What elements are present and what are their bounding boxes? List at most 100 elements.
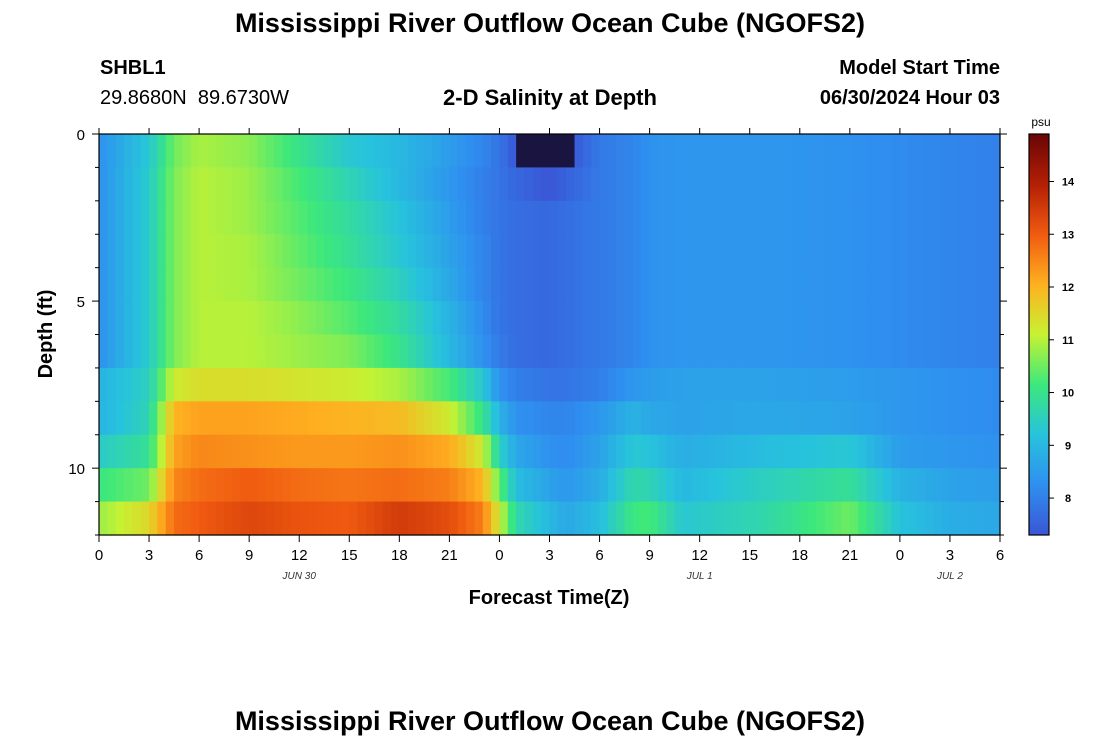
- heatmap-cell: [115, 501, 125, 536]
- heatmap-cell: [591, 234, 601, 269]
- heatmap-cell: [382, 267, 392, 302]
- heatmap-cell: [340, 267, 350, 302]
- heatmap-cell: [274, 501, 284, 536]
- heatmap-cell: [632, 468, 642, 503]
- heatmap-cell: [124, 134, 133, 169]
- heatmap-cell: [424, 200, 434, 235]
- heatmap-cell: [974, 434, 984, 469]
- heatmap-cell: [641, 200, 651, 235]
- heatmap-cell: [641, 167, 651, 202]
- heatmap-cell: [132, 234, 142, 269]
- heatmap-cell: [140, 334, 150, 369]
- heatmap-cell: [582, 301, 592, 336]
- heatmap-cell: [933, 468, 943, 503]
- heatmap-cell: [516, 501, 526, 536]
- heatmap-cell: [816, 167, 826, 202]
- heatmap-cell: [482, 468, 492, 503]
- heatmap-cell: [407, 334, 417, 369]
- heatmap-cell: [641, 367, 651, 402]
- heatmap-cell: [824, 134, 834, 169]
- heatmap-cell: [224, 501, 234, 536]
- heatmap-cell: [441, 468, 450, 503]
- heatmap-cell: [557, 134, 567, 169]
- heatmap-cell: [566, 301, 576, 336]
- heatmap-cell: [966, 334, 976, 369]
- heatmap-cell: [107, 401, 117, 436]
- heatmap-cell: [466, 200, 476, 235]
- heatmap-cell: [883, 200, 893, 235]
- heatmap-cell: [574, 367, 584, 402]
- heatmap-cell: [966, 501, 976, 536]
- heatmap-cell: [140, 167, 150, 202]
- heatmap-cell: [99, 301, 108, 336]
- heatmap-cell: [616, 501, 626, 536]
- heatmap-cell: [749, 267, 759, 302]
- heatmap-cell: [749, 434, 759, 469]
- heatmap-cell: [866, 134, 876, 169]
- heatmap-cell: [824, 200, 834, 235]
- heatmap-cell: [532, 468, 542, 503]
- x-tick-label: 18: [791, 547, 808, 564]
- heatmap-cell: [549, 267, 559, 302]
- heatmap-cell: [883, 501, 893, 536]
- heatmap-cell: [616, 200, 626, 235]
- heatmap-cell: [949, 434, 959, 469]
- heatmap-cell: [324, 468, 334, 503]
- heatmap-cell: [124, 434, 133, 469]
- heatmap-cell: [649, 501, 659, 536]
- heatmap-cell: [816, 134, 826, 169]
- footer-title: Mississippi River Outflow Ocean Cube (NG…: [234, 706, 866, 736]
- heatmap-cell: [574, 200, 584, 235]
- heatmap-cell: [149, 167, 158, 202]
- heatmap-cell: [424, 167, 434, 202]
- heatmap-cell: [783, 501, 793, 536]
- heatmap-cell: [374, 401, 384, 436]
- heatmap-cell: [899, 434, 909, 469]
- heatmap-cell: [724, 167, 734, 202]
- heatmap-cell: [207, 434, 217, 469]
- heatmap-cell: [974, 401, 984, 436]
- heatmap-cell: [290, 334, 300, 369]
- heatmap-cell: [349, 301, 359, 336]
- heatmap-cell: [799, 334, 809, 369]
- heatmap-cell: [758, 468, 767, 503]
- heatmap-cell: [858, 200, 868, 235]
- heatmap-cell: [933, 200, 943, 235]
- heatmap-cell: [958, 401, 968, 436]
- heatmap-cell: [265, 367, 275, 402]
- heatmap-cell: [215, 434, 225, 469]
- heatmap-cell: [899, 167, 909, 202]
- x-tick-label: 3: [145, 547, 153, 564]
- heatmap-cell: [708, 200, 717, 235]
- heatmap-cell: [966, 167, 976, 202]
- heatmap-cell: [182, 301, 192, 336]
- heatmap-cell: [983, 367, 993, 402]
- heatmap-cell: [165, 167, 175, 202]
- heatmap-cell: [182, 401, 192, 436]
- heatmap-cell: [924, 134, 934, 169]
- heatmap-cell: [599, 501, 609, 536]
- heatmap-cell: [791, 401, 801, 436]
- heatmap-cell: [265, 134, 275, 169]
- heatmap-cell: [407, 501, 417, 536]
- heatmap-cell: [474, 167, 484, 202]
- heatmap-cell: [566, 501, 576, 536]
- heatmap-cell: [649, 134, 659, 169]
- heatmap-cell: [916, 401, 926, 436]
- heatmap-cell: [908, 234, 918, 269]
- heatmap-cell: [324, 367, 334, 402]
- heatmap-cell: [457, 234, 467, 269]
- heatmap-cell: [115, 434, 125, 469]
- heatmap-cell: [991, 434, 1001, 469]
- heatmap-cell: [733, 301, 742, 336]
- heatmap-cell: [991, 468, 1001, 503]
- heatmap-cell: [924, 401, 934, 436]
- heatmap-cell: [607, 134, 617, 169]
- heatmap-cell: [165, 367, 175, 402]
- heatmap-cell: [541, 301, 551, 336]
- heatmap-cell: [632, 134, 642, 169]
- heatmap-cell: [532, 301, 542, 336]
- heatmap-cell: [157, 334, 167, 369]
- heatmap-cell: [357, 401, 367, 436]
- heatmap-cell: [891, 468, 901, 503]
